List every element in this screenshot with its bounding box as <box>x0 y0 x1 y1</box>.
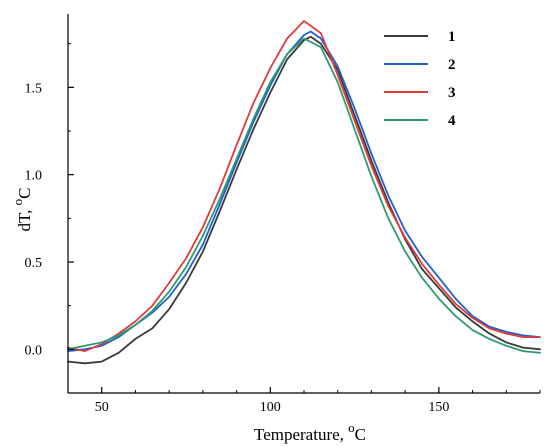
series-line-3 <box>68 21 540 351</box>
legend-label-4: 4 <box>448 113 456 129</box>
legend-label-1: 1 <box>448 29 456 45</box>
legend-label-3: 3 <box>448 85 456 101</box>
y-axis-title: dT, oC <box>10 188 34 232</box>
y-tick-label-0.5: 0.5 <box>25 256 43 271</box>
series-line-2 <box>68 32 540 352</box>
x-tick-label-100: 100 <box>260 400 281 415</box>
legend: 1 2 3 4 <box>384 29 456 129</box>
x-tick-label-50: 50 <box>95 400 109 415</box>
series-layer <box>68 21 540 363</box>
y-tick-label-1: 1.0 <box>25 169 43 184</box>
y-tick-label-1.5: 1.5 <box>25 81 43 96</box>
y-tick-label-0: 0.0 <box>25 343 43 358</box>
plot-area: 50 100 150 0.0 0.5 1.0 1.5 Temperature, oC dT, o… <box>10 14 540 444</box>
x-axis-title: Temperature, oC <box>254 420 366 444</box>
x-tick-label-150: 150 <box>428 400 449 415</box>
series-line-4 <box>68 39 540 353</box>
legend-label-2: 2 <box>448 57 456 73</box>
